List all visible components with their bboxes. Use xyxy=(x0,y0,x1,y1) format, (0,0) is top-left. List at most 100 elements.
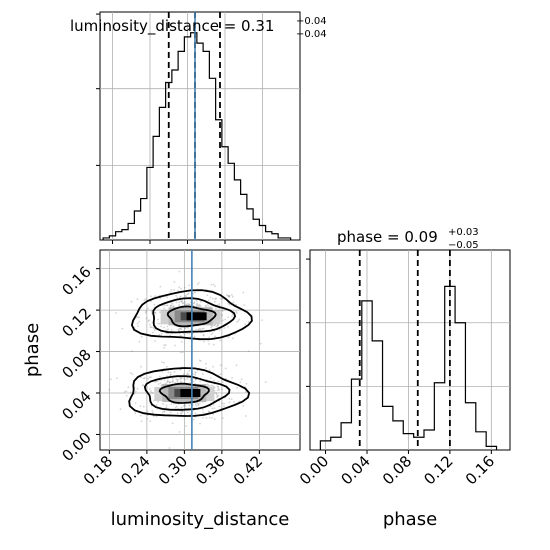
scatter-point xyxy=(206,303,209,306)
scatter-point xyxy=(222,319,224,322)
scatter-point xyxy=(180,300,183,302)
scatter-point xyxy=(214,391,216,394)
scatter-point xyxy=(161,361,164,364)
scatter-point xyxy=(157,322,159,325)
joint-x-axis-label: luminosity_distance xyxy=(111,509,290,530)
scatter-point xyxy=(217,385,219,388)
scatter-point xyxy=(192,380,195,383)
scatter-point xyxy=(163,344,166,347)
scatter-point xyxy=(161,411,164,413)
scatter-point xyxy=(116,377,118,380)
scatter-point xyxy=(160,332,163,335)
scatter-point xyxy=(196,302,199,305)
scatter-point xyxy=(145,310,147,313)
scatter-point xyxy=(163,304,166,307)
scatter-point xyxy=(170,329,173,331)
scatter-point xyxy=(197,304,200,307)
scatter-point xyxy=(192,418,195,421)
scatter-point xyxy=(208,299,210,302)
scatter-point xyxy=(152,412,154,414)
scatter-point xyxy=(205,417,208,419)
scatter-point xyxy=(184,327,187,330)
scatter-point xyxy=(175,378,178,381)
scatter-point xyxy=(142,377,145,380)
scatter-point xyxy=(220,314,223,317)
x-tick-label: 0.16 xyxy=(462,452,498,488)
scatter-point xyxy=(240,378,243,381)
scatter-point xyxy=(180,328,183,331)
scatter-point xyxy=(168,381,171,384)
scatter-point xyxy=(219,297,222,300)
scatter-point xyxy=(194,371,197,374)
scatter-point xyxy=(127,386,130,388)
scatter-point xyxy=(228,401,231,404)
scatter-point xyxy=(231,377,234,379)
scatter-point xyxy=(264,381,267,383)
scatter-point xyxy=(155,415,158,418)
scatter-point xyxy=(202,334,205,337)
scatter-point xyxy=(187,373,190,376)
scatter-point xyxy=(178,270,181,273)
scatter-point xyxy=(207,384,210,387)
scatter-point xyxy=(168,381,171,383)
scatter-point xyxy=(139,405,142,407)
scatter-point xyxy=(193,335,196,338)
scatter-point xyxy=(220,320,223,323)
scatter-point xyxy=(179,327,182,330)
scatter-point xyxy=(144,377,146,379)
scatter-point xyxy=(216,385,219,388)
scatter-point xyxy=(223,402,226,405)
scatter-point xyxy=(165,406,168,409)
scatter-point xyxy=(227,316,230,319)
scatter-point xyxy=(185,425,188,427)
scatter-point xyxy=(166,325,169,328)
scatter-point xyxy=(205,305,208,308)
scatter-point xyxy=(150,310,153,313)
scatter-point xyxy=(216,389,219,392)
scatter-point xyxy=(199,380,202,383)
x-tick-label: 0.24 xyxy=(117,452,153,488)
scatter-point xyxy=(188,404,191,407)
y-tick-label: 0.04 xyxy=(58,387,94,423)
scatter-point xyxy=(194,373,197,376)
scatter-point xyxy=(145,317,148,320)
scatter-point xyxy=(180,301,183,303)
scatter-point xyxy=(242,405,245,407)
scatter-point xyxy=(201,327,204,330)
scatter-point xyxy=(197,281,200,284)
scatter-point xyxy=(200,301,202,303)
scatter-point xyxy=(213,379,216,382)
scatter-point xyxy=(183,405,185,407)
scatter-point xyxy=(236,312,238,314)
scatter-point xyxy=(212,385,215,388)
scatter-point xyxy=(230,398,233,400)
lumdist-marginal-grid xyxy=(100,12,300,240)
scatter-point xyxy=(125,390,128,393)
lumdist-histogram xyxy=(102,32,292,240)
scatter-point xyxy=(183,404,186,406)
y-tick-label: 0.16 xyxy=(58,263,94,299)
scatter-point xyxy=(206,383,209,386)
scatter-point xyxy=(218,405,221,408)
scatter-point xyxy=(184,294,187,297)
scatter-point xyxy=(205,362,207,365)
scatter-point xyxy=(163,347,165,349)
scatter-point xyxy=(228,294,231,297)
scatter-point xyxy=(151,392,154,394)
scatter-point xyxy=(169,371,172,374)
phase-marginal-panel: 0.00 0.04 0.08 0.12 0.16 phase = 0.09 +0.03 … xyxy=(296,227,511,530)
density-cell xyxy=(186,312,207,321)
scatter-point xyxy=(184,303,187,306)
scatter-point xyxy=(227,336,230,339)
scatter-point xyxy=(231,315,233,318)
scatter-point xyxy=(232,301,235,304)
scatter-point xyxy=(175,294,178,297)
scatter-point xyxy=(171,302,174,305)
scatter-point xyxy=(174,344,176,347)
scatter-point xyxy=(198,359,201,362)
scatter-point xyxy=(210,283,213,286)
joint-density-cells xyxy=(154,307,221,403)
scatter-point xyxy=(185,303,188,306)
scatter-point xyxy=(179,351,182,354)
scatter-point xyxy=(165,304,168,307)
